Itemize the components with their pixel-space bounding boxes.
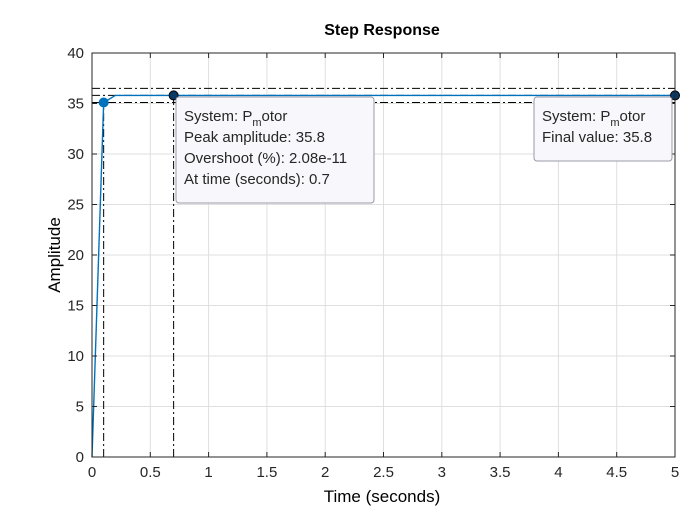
y-tick-label: 0	[76, 449, 84, 466]
chart-title: Step Response	[324, 22, 440, 39]
peak-marker[interactable]	[168, 90, 179, 101]
datatip-system-text: System: Pmotor	[184, 108, 287, 129]
y-tick-label: 25	[67, 197, 84, 214]
x-tick-label: 1.5	[256, 464, 277, 481]
x-tick-label: 3.5	[490, 464, 511, 481]
y-tick-label: 15	[67, 298, 84, 315]
tick-layer: 0 0.5 1 1.5 2 2.5 3 3.5 4 4.5 5 0 5 10 15 20 25 30 35 40	[67, 45, 679, 481]
datatip-line: At time (seconds): 0.7	[184, 171, 330, 188]
x-tick-label: 0	[88, 464, 96, 481]
y-tick-label: 10	[67, 348, 84, 365]
x-tick-label: 2.5	[373, 464, 394, 481]
x-tick-label: 1	[204, 464, 212, 481]
y-axis-label: Amplitude	[45, 217, 64, 293]
datatip-line: Final value: 35.8	[542, 129, 652, 146]
x-tick-label: 4.5	[606, 464, 627, 481]
datatip-system-text: System: Pmotor	[542, 108, 645, 129]
x-tick-label: 3	[438, 464, 446, 481]
x-axis-label: Time (seconds)	[324, 487, 441, 506]
y-tick-label: 20	[67, 247, 84, 264]
datatip-box	[533, 96, 673, 162]
x-tick-label: 0.5	[140, 464, 161, 481]
grid	[92, 53, 675, 457]
datatip-box	[175, 96, 375, 204]
rise-marker[interactable]	[98, 97, 109, 108]
x-tick-label: 4	[554, 464, 562, 481]
y-tick-label: 30	[67, 146, 84, 163]
x-tick-label: 5	[671, 464, 679, 481]
x-tick-label: 2	[321, 464, 329, 481]
y-tick-label: 40	[67, 45, 84, 62]
datatip-line: Peak amplitude: 35.8	[184, 129, 325, 146]
y-tick-label: 35	[67, 96, 84, 113]
datatip-line: Overshoot (%): 2.08e-11	[184, 150, 347, 167]
y-tick-label: 5	[76, 399, 84, 416]
